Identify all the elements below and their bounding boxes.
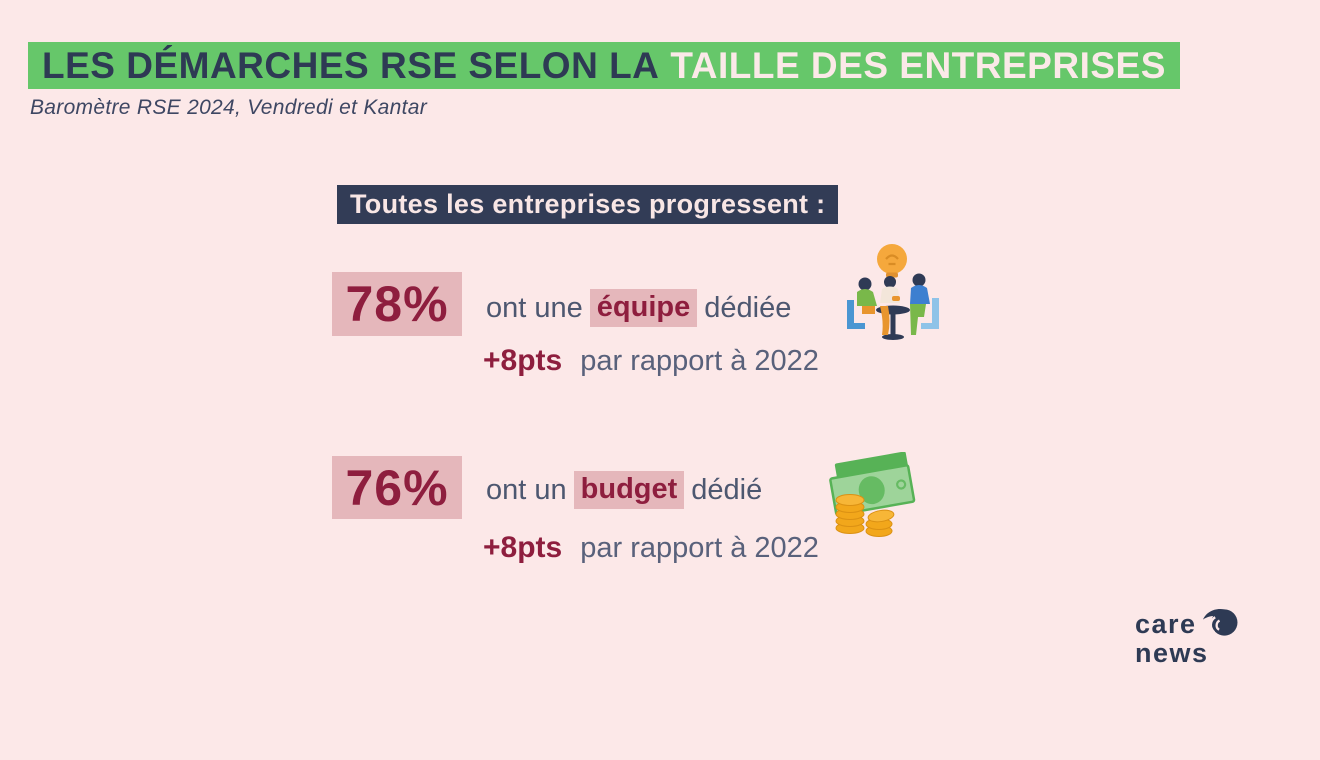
carenews-swirl-icon (1202, 606, 1239, 639)
stat-keyword-budget: budget (573, 471, 685, 509)
page-title-dark-part: LES DÉMARCHES RSE SELON LA (42, 44, 660, 86)
source-subtitle: Baromètre RSE 2024, Vendredi et Kantar (30, 96, 428, 119)
delta-value: +8pts (483, 344, 563, 377)
stat-label-post: dédiée (704, 291, 792, 324)
team-brainstorm-icon (843, 238, 943, 346)
delta-suffix: par rapport à 2022 (580, 532, 819, 564)
logo-text-care: care (1135, 609, 1197, 640)
delta-value: +8pts (483, 531, 563, 564)
page-title-light-part: TAILLE DES ENTREPRISES (670, 44, 1166, 86)
carenews-logo: care news (1135, 608, 1239, 668)
stat-delta-budget: +8pts par rapport à 2022 (483, 531, 819, 565)
stat-value-budget: 76% (332, 456, 462, 519)
stat-keyword-equipe: équipe (589, 289, 698, 327)
delta-suffix: par rapport à 2022 (580, 345, 819, 377)
logo-text-news: news (1135, 638, 1209, 668)
stat-label-budget: ont un budget dédié (486, 471, 762, 509)
stat-value-equipe: 78% (332, 272, 462, 336)
stat-label-equipe: ont une équipe dédiée (486, 289, 791, 327)
section-heading: Toutes les entreprises progressent : (337, 185, 839, 224)
page-title: LES DÉMARCHES RSE SELON LA TAILLE DES EN… (28, 42, 1180, 89)
stat-label-pre: ont un (486, 473, 567, 506)
stat-label-post: dédié (691, 473, 763, 506)
money-icon (820, 451, 922, 540)
stat-label-pre: ont une (486, 291, 583, 324)
stat-delta-equipe: +8pts par rapport à 2022 (483, 344, 819, 378)
